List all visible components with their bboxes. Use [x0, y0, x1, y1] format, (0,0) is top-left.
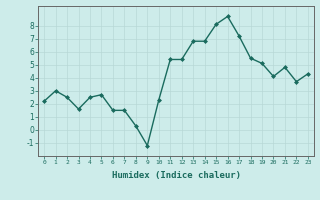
- X-axis label: Humidex (Indice chaleur): Humidex (Indice chaleur): [111, 171, 241, 180]
